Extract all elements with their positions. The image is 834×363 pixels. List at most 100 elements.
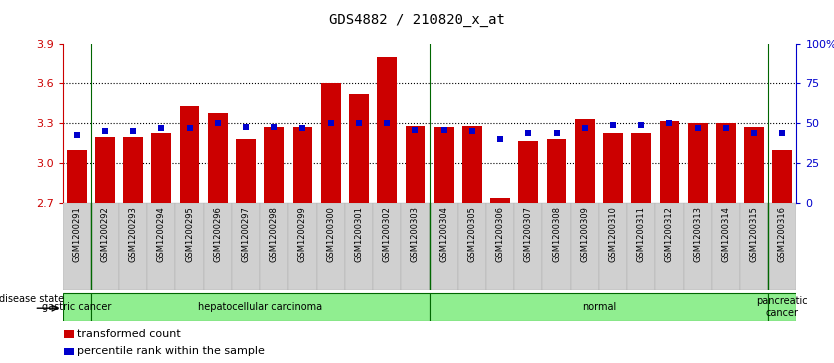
Point [776,130,789,136]
Text: GSM1200314: GSM1200314 [721,206,731,262]
Point [606,122,620,128]
Point [296,125,309,131]
Bar [458,203,486,290]
Bar [430,203,458,290]
Bar [744,127,764,203]
Bar [289,203,317,290]
Point [183,125,196,131]
Text: GSM1200308: GSM1200308 [552,206,561,262]
Point [550,130,563,136]
Point [663,121,676,126]
Bar [515,203,542,290]
Text: GSM1200291: GSM1200291 [73,206,81,262]
Bar [344,203,373,290]
Bar [546,139,566,203]
Bar [236,139,256,203]
Bar [660,121,680,203]
Text: GSM1200302: GSM1200302 [383,206,392,262]
Text: GSM1200292: GSM1200292 [100,206,109,262]
Point [239,124,253,130]
Text: GSM1200310: GSM1200310 [609,206,617,262]
FancyBboxPatch shape [91,293,430,321]
Point [578,125,591,131]
Point [719,125,732,131]
Bar [260,203,289,290]
Point [98,129,112,134]
Text: GSM1200301: GSM1200301 [354,206,364,262]
Bar [152,133,171,203]
Bar [462,126,482,203]
Bar [490,198,510,203]
Point [154,125,168,131]
Text: GSM1200304: GSM1200304 [440,206,448,262]
Text: GSM1200297: GSM1200297 [242,206,250,262]
Text: GSM1200315: GSM1200315 [750,206,759,262]
Bar [684,203,711,290]
Bar [656,203,684,290]
Bar [401,203,430,290]
Text: normal: normal [582,302,616,312]
Bar [63,203,91,290]
Text: GSM1200295: GSM1200295 [185,206,194,262]
Text: GSM1200300: GSM1200300 [326,206,335,262]
Point [747,130,761,136]
Bar [64,330,73,338]
Point [521,130,535,136]
Bar [232,203,260,290]
Text: GSM1200307: GSM1200307 [524,206,533,262]
Text: GSM1200299: GSM1200299 [298,206,307,262]
Bar [603,133,623,203]
Text: GSM1200305: GSM1200305 [467,206,476,262]
Text: GSM1200298: GSM1200298 [269,206,279,262]
Text: GSM1200306: GSM1200306 [495,206,505,262]
Bar [405,126,425,203]
Bar [570,203,599,290]
Bar [264,127,284,203]
FancyBboxPatch shape [430,293,768,321]
FancyBboxPatch shape [63,293,91,321]
Text: GSM1200309: GSM1200309 [580,206,590,262]
Point [268,124,281,130]
Bar [119,203,148,290]
Bar [373,203,401,290]
Bar [317,203,344,290]
Bar [740,203,768,290]
Text: GSM1200312: GSM1200312 [665,206,674,262]
Text: GSM1200311: GSM1200311 [636,206,646,262]
Bar [575,119,595,203]
Bar [519,141,538,203]
Bar [434,127,454,203]
Bar [208,113,228,203]
Point [409,127,422,133]
Point [70,132,83,138]
Bar [123,137,143,203]
Bar [67,150,87,203]
Text: pancreatic
cancer: pancreatic cancer [756,296,808,318]
Text: GSM1200303: GSM1200303 [411,206,420,262]
Point [635,122,648,128]
Point [494,136,507,142]
Bar [688,123,707,203]
Bar [95,137,115,203]
Bar [179,106,199,203]
Bar [377,57,397,203]
Point [437,127,450,133]
Point [211,121,224,126]
Bar [627,203,656,290]
Point [127,129,140,134]
Text: percentile rank within the sample: percentile rank within the sample [78,346,265,356]
Bar [631,133,651,203]
Bar [772,150,792,203]
Bar [148,203,175,290]
Text: disease state: disease state [0,294,64,305]
FancyBboxPatch shape [768,293,796,321]
Bar [716,123,736,203]
Point [465,129,479,134]
Text: hepatocellular carcinoma: hepatocellular carcinoma [198,302,322,312]
Bar [542,203,570,290]
Text: GSM1200316: GSM1200316 [778,206,786,262]
Text: gastric cancer: gastric cancer [42,302,112,312]
Bar [486,203,515,290]
Bar [599,203,627,290]
Bar [175,203,203,290]
